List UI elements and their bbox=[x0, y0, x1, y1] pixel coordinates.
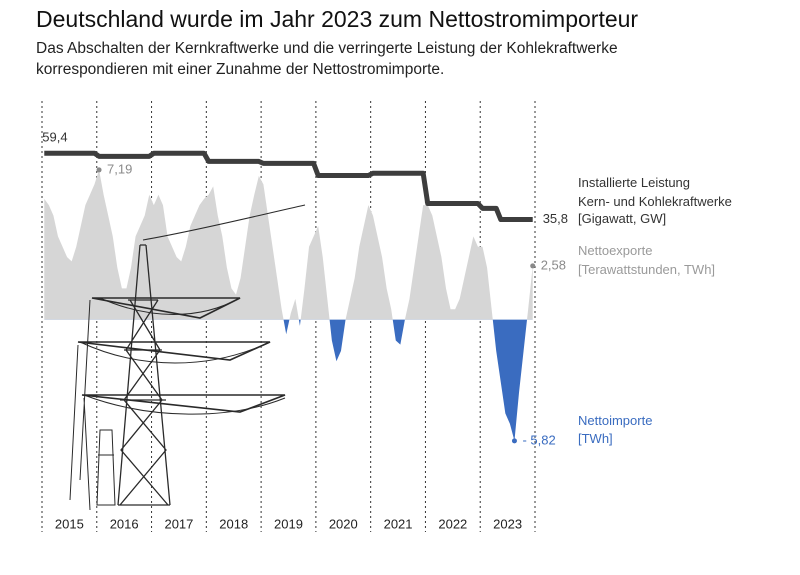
x-tick-label: 2018 bbox=[219, 516, 248, 531]
capacity-line bbox=[44, 150, 533, 223]
x-tick-label: 2022 bbox=[438, 516, 467, 531]
value-label: 35,8 bbox=[543, 211, 568, 226]
legend-label: Nettoexporte bbox=[578, 243, 653, 258]
x-tick-label: 2017 bbox=[164, 516, 193, 531]
value-label: 59,4 bbox=[42, 130, 67, 145]
x-tick-label: 2015 bbox=[55, 516, 84, 531]
x-tick-label: 2020 bbox=[329, 516, 358, 531]
chart-title: Deutschland wurde im Jahr 2023 zum Netto… bbox=[36, 6, 639, 32]
x-tick-label: 2021 bbox=[384, 516, 413, 531]
value-label: - 5,82 bbox=[522, 432, 555, 447]
legend-unit: [Terawattstunden, TWh] bbox=[578, 262, 716, 277]
legend-unit: [TWh] bbox=[578, 431, 613, 446]
x-tick-label: 2016 bbox=[110, 516, 139, 531]
x-tick-label: 2019 bbox=[274, 516, 303, 531]
pylon-illustration bbox=[69, 204, 306, 511]
value-label: 2,58 bbox=[541, 257, 566, 272]
legend-label: Nettoimporte bbox=[578, 413, 653, 428]
legend-label: Installierte Leistung Kern- und Kohlekra… bbox=[578, 175, 732, 209]
net-export-area bbox=[44, 169, 533, 441]
value-dot bbox=[511, 438, 517, 444]
value-dot bbox=[530, 263, 536, 269]
legend-unit: [Gigawatt, GW] bbox=[578, 211, 667, 226]
chart-subtitle: Das Abschalten der Kernkraftwerke und di… bbox=[36, 40, 618, 78]
x-tick-label: 2023 bbox=[493, 516, 522, 531]
value-label: 7,19 bbox=[107, 161, 132, 176]
value-dot bbox=[96, 167, 102, 173]
